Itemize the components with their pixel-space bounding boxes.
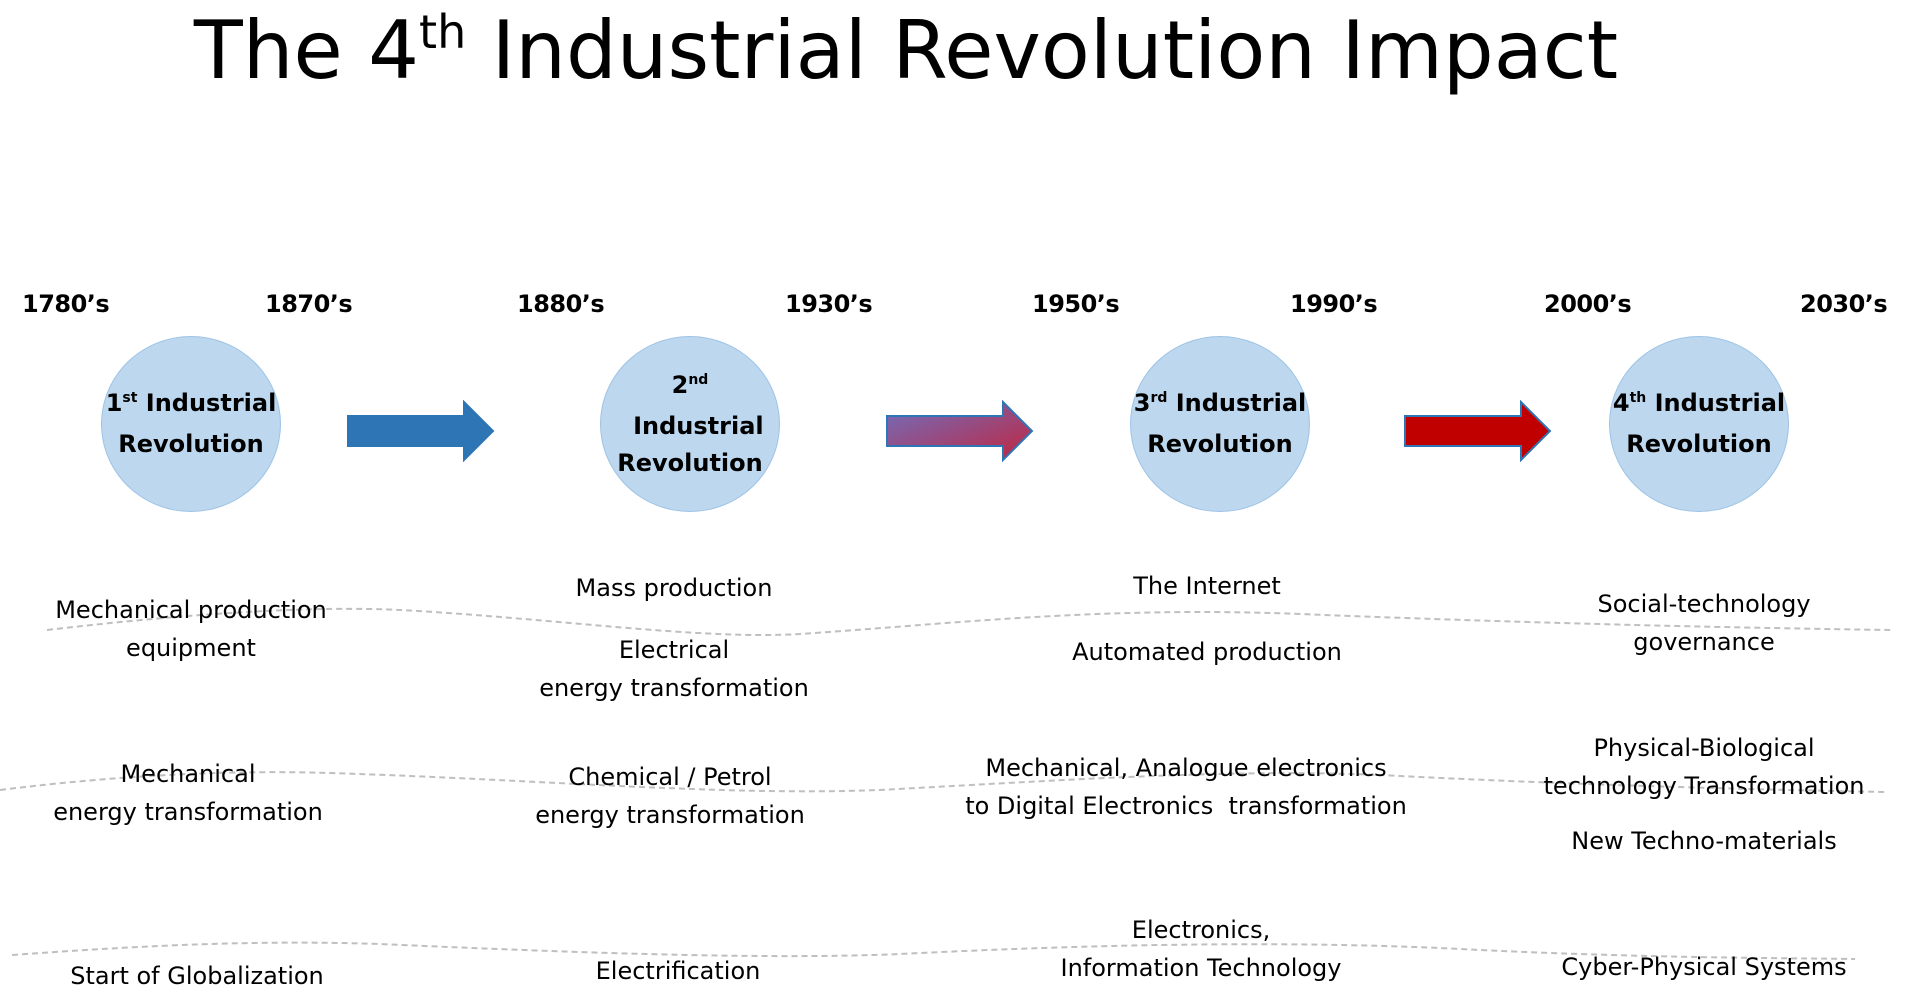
year-label: 1880’s	[517, 290, 605, 318]
year-label: 1990’s	[1290, 290, 1378, 318]
impact-text: Electronics, Information Technology	[1060, 916, 1342, 982]
year-label: 1950’s	[1032, 290, 1120, 318]
impact-text: Physical-Biological technology Transforma…	[1543, 734, 1865, 855]
revolution-2-circle: 2nd Industrial Revolution	[600, 336, 780, 512]
revolution-3-circle: 3rd Industrial Revolution	[1130, 336, 1310, 512]
impact-text: Mechanical, Analogue electronics to Digit…	[965, 754, 1407, 820]
impact-text: Chemical / Petrol energy transformation	[535, 763, 805, 829]
impact-text: Electrification	[595, 957, 761, 985]
arrow-right-icon	[1404, 400, 1552, 462]
arrow-right-icon	[886, 400, 1034, 462]
impact-text: The Internet Automated production	[1072, 572, 1342, 666]
impact-text: Start of Globalization	[70, 962, 324, 990]
page-title: The 4th Industrial Revolution Impact	[193, 4, 1619, 97]
arrow-right-icon	[347, 400, 495, 462]
year-label: 1780’s	[22, 290, 110, 318]
impact-text: Cyber-Physical Systems	[1561, 953, 1847, 981]
year-label: 1870’s	[265, 290, 353, 318]
year-label: 2030’s	[1800, 290, 1888, 318]
year-label: 1930’s	[785, 290, 873, 318]
impact-text: Social-technology governance	[1597, 590, 1811, 656]
impact-text: Mass production Electrical energy transfor…	[539, 574, 809, 702]
impact-text: Mechanical production equipment	[55, 596, 327, 662]
revolution-1-circle: 1st Industrial Revolution	[101, 336, 281, 512]
revolution-4-circle: 4th Industrial Revolution	[1609, 336, 1789, 512]
impact-text: Mechanical energy transformation	[53, 760, 323, 826]
year-label: 2000’s	[1544, 290, 1632, 318]
